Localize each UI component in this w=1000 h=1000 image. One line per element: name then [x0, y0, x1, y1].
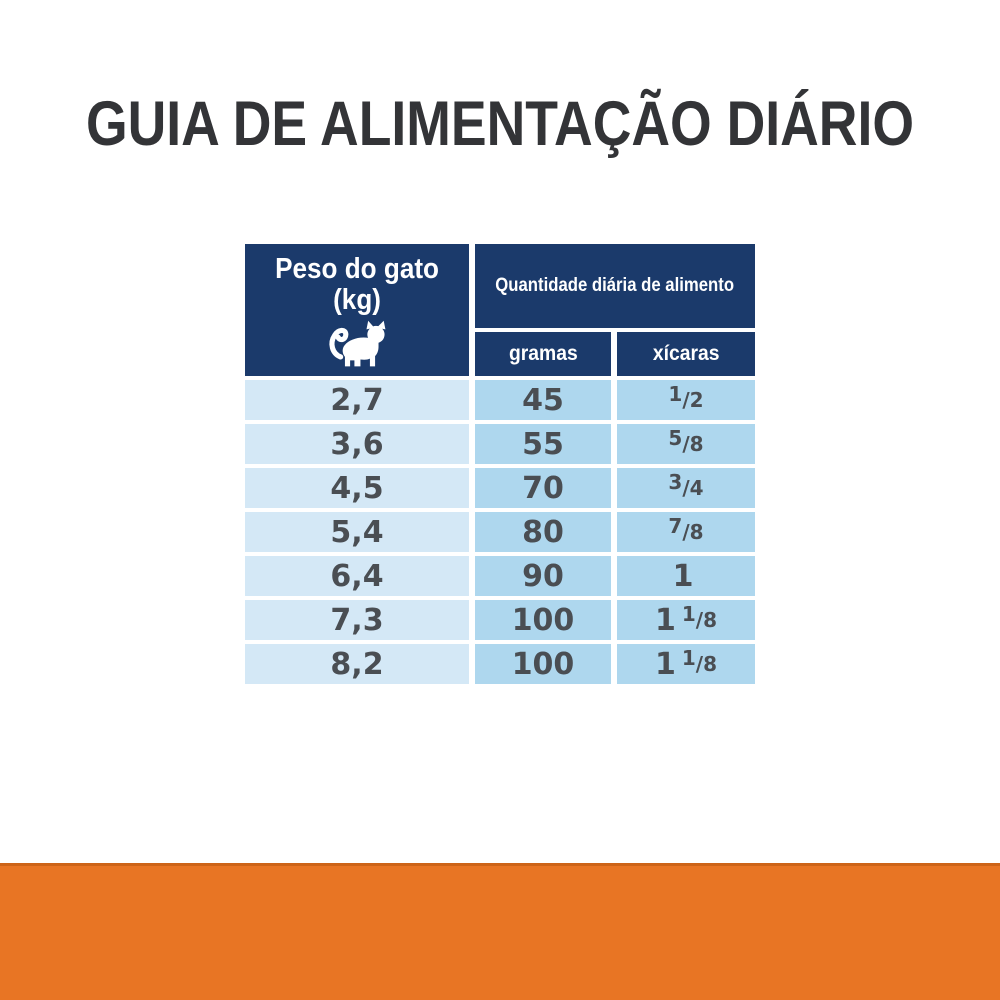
- peso-cell: 3,6: [245, 424, 469, 464]
- cups-fraction-slash: /: [682, 476, 690, 500]
- col-header-peso: Peso do gato (kg): [245, 244, 469, 376]
- cups-fraction-denominator: 8: [703, 652, 718, 676]
- cups-fraction-denominator: 2: [689, 388, 704, 412]
- cups-fraction-denominator: 4: [689, 476, 704, 500]
- col-header-xicaras: xícaras: [617, 332, 755, 376]
- gramas-cell: 80: [475, 512, 611, 552]
- cups-fraction-slash: /: [695, 608, 704, 632]
- cups-fraction-slash: /: [682, 432, 690, 456]
- page-title: GUIA DE ALIMENTAÇÃO DIÁRIO: [85, 89, 915, 159]
- cups-fraction-slash: /: [682, 388, 690, 412]
- peso-cell: 2,7: [245, 380, 469, 420]
- peso-cell: 8,2: [245, 644, 469, 684]
- cups-whole: 1: [654, 646, 676, 682]
- cat-icon: [329, 320, 386, 367]
- cups-whole: 1: [672, 558, 694, 594]
- gramas-header-label: gramas: [508, 342, 578, 365]
- cups-fraction-numerator: 1: [681, 646, 696, 670]
- cups-fraction-slash: /: [695, 652, 704, 676]
- xicaras-cell: 1 1 / 8: [617, 644, 755, 684]
- xicaras-cell: 3 / 4: [617, 468, 755, 508]
- cups-fraction-denominator: 8: [689, 432, 704, 456]
- col-header-quantidade: Quantidade diária de alimento: [475, 244, 755, 328]
- orange-footer-bar: [0, 863, 1000, 1000]
- quantidade-header-label: Quantidade diária de alimento: [495, 275, 735, 296]
- peso-cell: 7,3: [245, 600, 469, 640]
- gramas-cell: 45: [475, 380, 611, 420]
- xicaras-cell: 7 / 8: [617, 512, 755, 552]
- cups-fraction-denominator: 8: [689, 520, 704, 544]
- col-header-gramas: gramas: [475, 332, 611, 376]
- peso-cell: 4,5: [245, 468, 469, 508]
- peso-header-line2: (kg): [333, 283, 381, 316]
- cups-fraction-numerator: 3: [668, 470, 683, 494]
- gramas-cell: 100: [475, 644, 611, 684]
- cups-fraction-numerator: 5: [668, 426, 683, 450]
- gramas-cell: 55: [475, 424, 611, 464]
- gramas-cell: 90: [475, 556, 611, 596]
- peso-cell: 6,4: [245, 556, 469, 596]
- cups-fraction-numerator: 7: [668, 514, 683, 538]
- xicaras-header-label: xícaras: [652, 342, 720, 365]
- cups-fraction-numerator: 1: [681, 602, 696, 626]
- feeding-table: Peso do gato (kg) Quantidade diária de a…: [245, 244, 755, 684]
- xicaras-cell: 1: [617, 556, 755, 596]
- peso-header-line1: Peso do gato: [275, 253, 439, 286]
- cups-fraction-numerator: 1: [668, 382, 683, 406]
- gramas-cell: 100: [475, 600, 611, 640]
- xicaras-cell: 1 1 / 8: [617, 600, 755, 640]
- peso-cell: 5,4: [245, 512, 469, 552]
- cups-fraction-slash: /: [682, 520, 690, 544]
- xicaras-cell: 5 / 8: [617, 424, 755, 464]
- xicaras-cell: 1 / 2: [617, 380, 755, 420]
- cups-fraction-denominator: 8: [703, 608, 718, 632]
- gramas-cell: 70: [475, 468, 611, 508]
- cups-whole: 1: [654, 602, 676, 638]
